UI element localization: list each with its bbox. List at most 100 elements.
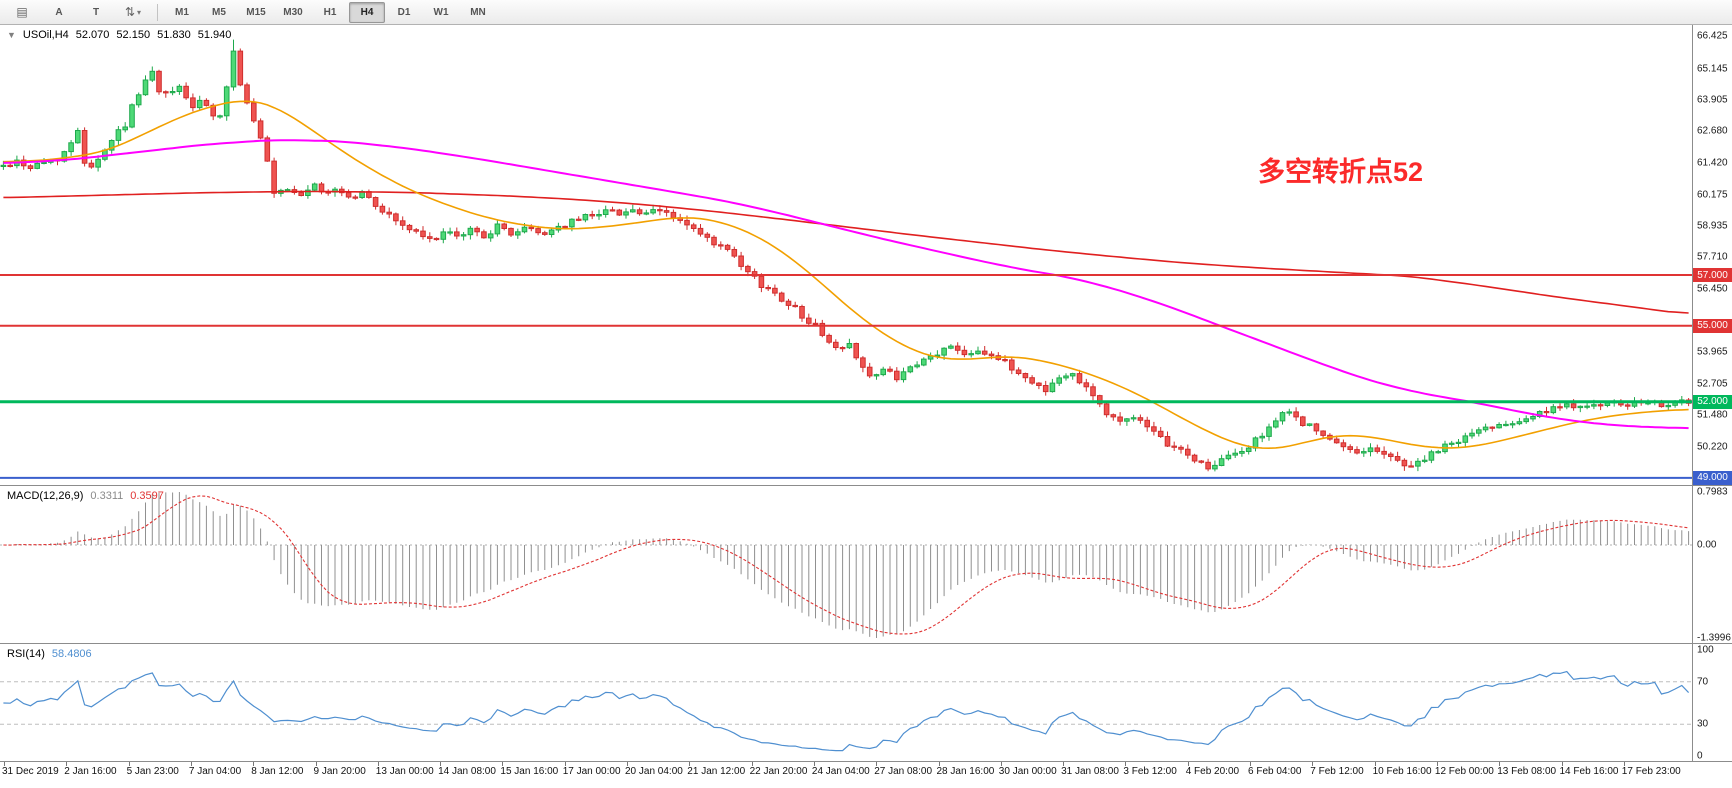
time-axis-label: 31 Jan 08:00 <box>1061 766 1119 777</box>
rsi-value: 58.4806 <box>51 648 92 660</box>
time-axis-tick <box>689 762 691 766</box>
timeframe-m15-button[interactable]: M15 <box>246 6 266 18</box>
time-axis-tick <box>1499 762 1501 766</box>
rsi-panel-canvas[interactable] <box>0 644 1692 762</box>
chart-grid-icon[interactable]: ▤ <box>4 2 40 23</box>
price-tag: 49.000 <box>1693 470 1732 485</box>
time-axis-tick <box>502 762 504 766</box>
price-scale-separator <box>1692 24 1693 762</box>
rsi-level-label: 30 <box>1697 718 1709 730</box>
time-axis-label: 9 Jan 20:00 <box>313 766 366 777</box>
price-chart-canvas[interactable] <box>0 24 1692 486</box>
time-axis-tick <box>751 762 753 766</box>
time-axis-label: 20 Jan 04:00 <box>625 766 683 777</box>
time-axis-tick <box>315 762 317 766</box>
time-axis-tick <box>1125 762 1127 766</box>
time-axis-label: 22 Jan 20:00 <box>749 766 808 777</box>
time-axis-label: 31 Dec 2019 <box>2 766 59 777</box>
price-tag: 55.000 <box>1693 318 1732 333</box>
ma-mid-line <box>3 139 1689 430</box>
time-axis-label: 5 Jan 23:00 <box>126 766 179 777</box>
time-axis-label: 24 Jan 04:00 <box>811 766 870 777</box>
time-axis-tick <box>627 762 628 766</box>
toolbar: ▤ A T ⇅ ▾ M1 M5 M15 M30 H1 H4 D1 W1 MN <box>0 0 1732 25</box>
timeframe-m1-button[interactable]: M1 <box>175 6 189 18</box>
toolbar-separator <box>157 3 158 21</box>
time-axis-label: 28 Jan 16:00 <box>936 766 995 777</box>
timeframe-w1-button[interactable]: W1 <box>433 6 449 18</box>
time-axis-label: 27 Jan 08:00 <box>874 766 933 777</box>
macd-panel-divider[interactable] <box>0 485 1732 486</box>
open-value: 52.070 <box>75 29 110 41</box>
cursor-tool-button[interactable]: A <box>55 6 63 18</box>
time-axis-tick <box>1250 762 1251 766</box>
rsi-indicator-label: RSI(14) 58.4806 <box>7 648 92 660</box>
time-axis-label: 21 Jan 12:00 <box>687 766 746 777</box>
rsi-level-label: 100 <box>1697 644 1714 656</box>
price-tag: 52.000 <box>1693 394 1732 409</box>
macd-scale-label: 0.00 <box>1697 539 1717 551</box>
time-axis-tick <box>1312 762 1314 766</box>
time-axis-divider <box>0 761 1732 762</box>
time-axis-tick <box>1063 762 1065 766</box>
price-axis-label: 58.935 <box>1697 220 1728 232</box>
time-axis-label: 14 Jan 08:00 <box>438 766 496 777</box>
ma-fast-line <box>3 100 1689 450</box>
timeframe-h1-button[interactable]: H1 <box>323 6 337 18</box>
symbol-timeframe-label: USOil,H4 <box>22 29 69 41</box>
macd-scale-label: -1.3996 <box>1697 632 1731 644</box>
time-axis-label: 15 Jan 16:00 <box>500 766 559 777</box>
high-value: 52.150 <box>116 29 151 41</box>
chart-grid-glyph: ▤ <box>16 5 28 19</box>
chevron-down-icon: ▾ <box>137 7 142 17</box>
price-axis-label: 63.905 <box>1697 94 1728 106</box>
time-axis-label: 17 Jan 00:00 <box>562 766 621 777</box>
time-axis-label: 7 Jan 04:00 <box>188 766 242 777</box>
price-axis-label: 50.220 <box>1697 441 1728 453</box>
time-axis-tick <box>1187 762 1189 766</box>
time-axis-tick <box>1436 762 1438 766</box>
price-axis-label: 56.450 <box>1697 283 1728 295</box>
timeframe-m5-button[interactable]: M5 <box>212 6 226 18</box>
time-axis-tick <box>813 762 815 766</box>
macd-panel-canvas[interactable] <box>0 486 1692 644</box>
rsi-level-label: 70 <box>1697 676 1709 688</box>
time-axis-tick <box>4 762 5 766</box>
rsi-line <box>3 670 1690 752</box>
price-axis-label: 61.420 <box>1697 157 1728 169</box>
timeframe-h4-button[interactable]: H4 <box>349 1 385 23</box>
timeframe-m30-button[interactable]: M30 <box>283 6 303 18</box>
time-axis-tick <box>938 762 940 766</box>
macd-histogram <box>9 492 1690 638</box>
macd-indicator-label: MACD(12,26,9) 0.3311 0.3597 <box>7 490 164 502</box>
indicators-button[interactable]: ⇅ ▾ <box>115 2 151 23</box>
price-axis-label: 53.965 <box>1697 346 1728 358</box>
time-axis-label: 3 Feb 12:00 <box>1123 766 1177 777</box>
macd-scale-label: 0.7983 <box>1697 486 1728 498</box>
collapse-arrow-icon[interactable]: ▼ <box>7 30 16 40</box>
time-axis-label: 12 Feb 00:00 <box>1434 766 1494 777</box>
time-axis-tick <box>377 762 379 766</box>
chart-annotation-text: 多空转折点52 <box>1258 157 1424 187</box>
timeframe-d1-button[interactable]: D1 <box>397 6 411 18</box>
time-axis-tick <box>440 762 442 766</box>
time-axis-label: 7 Feb 12:00 <box>1310 766 1364 777</box>
time-axis-label: 17 Feb 23:00 <box>1621 766 1681 777</box>
price-axis-label: 65.145 <box>1697 63 1728 74</box>
time-axis-tick <box>564 762 566 766</box>
time-axis-label: 13 Feb 08:00 <box>1497 766 1557 777</box>
rsi-level-label: 0 <box>1697 750 1703 762</box>
time-axis-tick <box>128 762 130 766</box>
rsi-panel-divider[interactable] <box>0 643 1732 644</box>
ma-slow-line <box>3 190 1689 314</box>
time-axis-label: 30 Jan 00:00 <box>998 766 1057 777</box>
time-axis-label: 6 Feb 04:00 <box>1248 766 1302 777</box>
chart-header: ▼ USOil,H4 52.070 52.150 51.830 51.940 <box>7 29 231 41</box>
time-axis-tick <box>876 762 878 766</box>
timeframe-mn-button[interactable]: MN <box>470 6 486 18</box>
time-axis-label: 8 Jan 12:00 <box>251 766 304 777</box>
time-axis-tick <box>190 762 192 766</box>
macd-main-value: 0.3311 <box>90 490 124 502</box>
text-tool-button[interactable]: T <box>92 6 100 18</box>
